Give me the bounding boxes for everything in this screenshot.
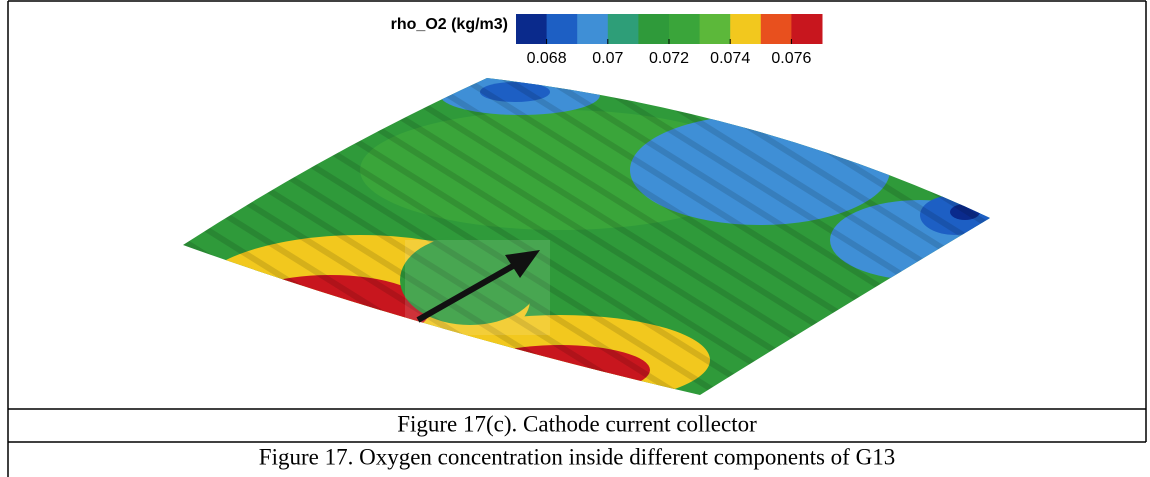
contour-surface bbox=[183, 78, 990, 395]
colorbar-band bbox=[669, 14, 701, 44]
colorbar-band bbox=[760, 14, 792, 44]
colorbar-tick-label: 0.07 bbox=[592, 50, 623, 67]
colorbar-tick-label: 0.074 bbox=[710, 50, 750, 67]
subfigure-caption: Figure 17(c). Cathode current collector bbox=[397, 411, 757, 436]
colorbar-tick-label: 0.072 bbox=[649, 50, 689, 67]
colorbar-band bbox=[699, 14, 731, 44]
flow-arrow-head bbox=[505, 250, 540, 278]
colorbar-title: rho_O2 (kg/m3) bbox=[391, 16, 508, 33]
colorbar-band bbox=[577, 14, 609, 44]
colorbar-band bbox=[730, 14, 762, 44]
colorbar-band bbox=[516, 14, 548, 44]
colorbar: rho_O2 (kg/m3) 0.068 0.07 0.072 0.074 0.076 bbox=[391, 14, 823, 67]
colorbar-band bbox=[546, 14, 578, 44]
colorbar-tick-label: 0.068 bbox=[527, 50, 567, 67]
figure-caption: Figure 17. Oxygen concentration inside d… bbox=[259, 444, 895, 469]
colorbar-band bbox=[638, 14, 670, 44]
flow-arrow bbox=[416, 259, 522, 323]
colorbar-band bbox=[607, 14, 639, 44]
colorbar-band bbox=[791, 14, 823, 44]
colorbar-tick-label: 0.076 bbox=[771, 50, 811, 67]
